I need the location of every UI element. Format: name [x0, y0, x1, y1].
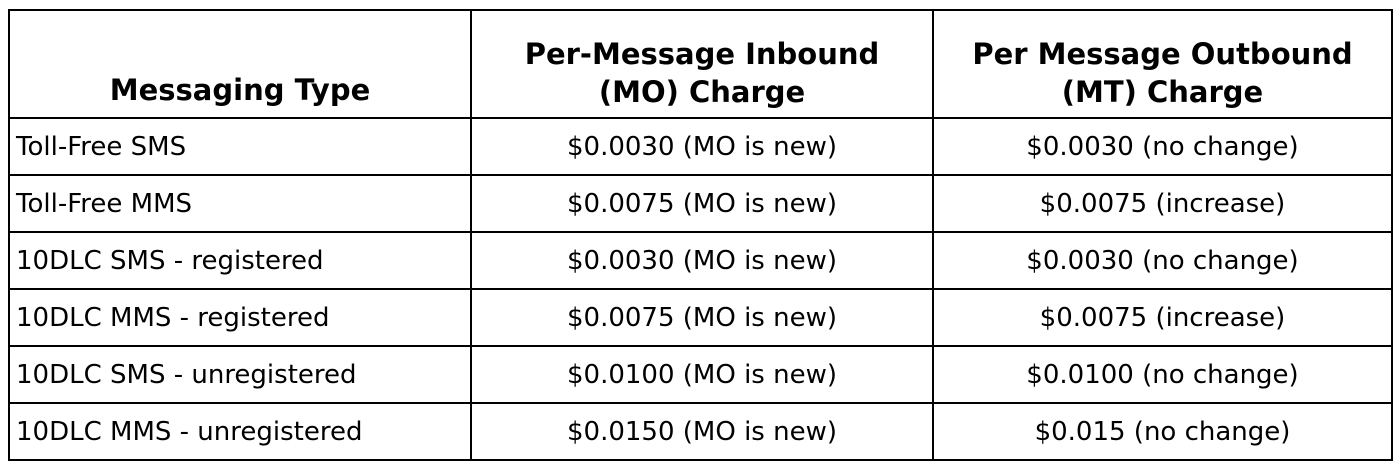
header-line: Messaging Type	[109, 73, 371, 107]
cell-inbound-charge: $0.0100 (MO is new)	[470, 345, 934, 404]
cell-outbound-charge: $0.0100 (no change)	[932, 345, 1393, 404]
table-row: 10DLC MMS - registered $0.0075 (MO is ne…	[8, 288, 1393, 347]
cell-messaging-type: 10DLC SMS - unregistered	[8, 345, 472, 404]
cell-messaging-type: Toll-Free SMS	[8, 117, 472, 176]
cell-outbound-charge: $0.0030 (no change)	[932, 117, 1393, 176]
header-line: Per-Message Inbound	[524, 37, 880, 71]
table-row: Toll-Free SMS $0.0030 (MO is new) $0.003…	[8, 117, 1393, 176]
header-inbound-charge: Per-Message Inbound (MO) Charge	[470, 9, 934, 119]
header-outbound-charge: Per Message Outbound (MT) Charge	[932, 9, 1393, 119]
messaging-pricing-table: Messaging Type Per-Message Inbound (MO) …	[8, 9, 1393, 461]
table-row: 10DLC SMS - unregistered $0.0100 (MO is …	[8, 345, 1393, 404]
cell-messaging-type: 10DLC SMS - registered	[8, 231, 472, 290]
header-messaging-type: Messaging Type	[8, 9, 472, 119]
header-line: (MO) Charge	[598, 75, 806, 109]
header-line: (MT) Charge	[1061, 75, 1264, 109]
cell-messaging-type: Toll-Free MMS	[8, 174, 472, 233]
cell-inbound-charge: $0.0150 (MO is new)	[470, 402, 934, 461]
cell-messaging-type: 10DLC MMS - registered	[8, 288, 472, 347]
cell-messaging-type: 10DLC MMS - unregistered	[8, 402, 472, 461]
cell-inbound-charge: $0.0030 (MO is new)	[470, 231, 934, 290]
cell-inbound-charge: $0.0030 (MO is new)	[470, 117, 934, 176]
cell-inbound-charge: $0.0075 (MO is new)	[470, 174, 934, 233]
cell-outbound-charge: $0.0030 (no change)	[932, 231, 1393, 290]
table-row: 10DLC MMS - unregistered $0.0150 (MO is …	[8, 402, 1393, 461]
cell-outbound-charge: $0.0075 (increase)	[932, 174, 1393, 233]
cell-inbound-charge: $0.0075 (MO is new)	[470, 288, 934, 347]
header-row: Messaging Type Per-Message Inbound (MO) …	[8, 9, 1393, 119]
table-row: Toll-Free MMS $0.0075 (MO is new) $0.007…	[8, 174, 1393, 233]
cell-outbound-charge: $0.0075 (increase)	[932, 288, 1393, 347]
table-row: 10DLC SMS - registered $0.0030 (MO is ne…	[8, 231, 1393, 290]
header-line: Per Message Outbound	[972, 37, 1353, 71]
pricing-table-container: Messaging Type Per-Message Inbound (MO) …	[8, 9, 1393, 461]
cell-outbound-charge: $0.015 (no change)	[932, 402, 1393, 461]
